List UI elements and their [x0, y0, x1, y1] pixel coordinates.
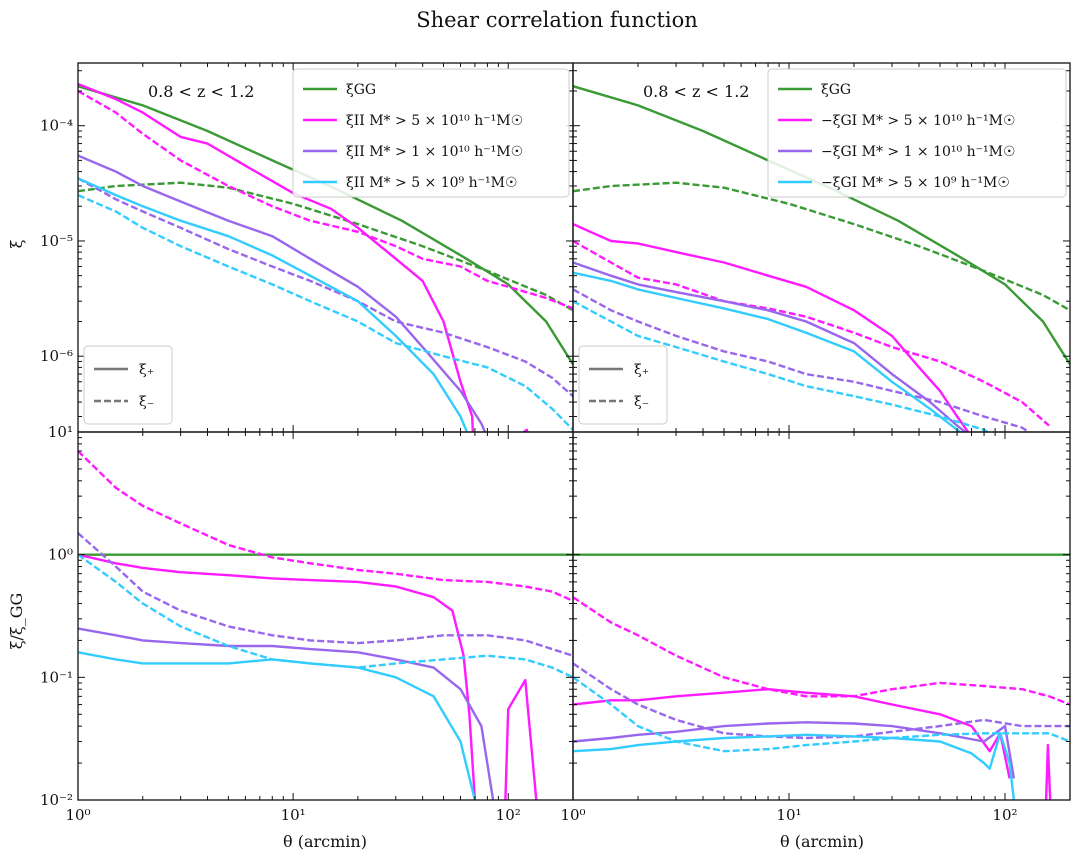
series-line--ii-m-5e10-dashed: [78, 450, 573, 602]
y-tick-label: 10⁻⁴: [40, 117, 73, 135]
legend-label: −ξGI M* > 5 × 10⁹ h⁻¹M☉: [821, 175, 1010, 191]
series-line--ii-m-5e10-solid: [78, 82, 475, 432]
series-line--gi-m-1e10-solid: [573, 721, 1016, 779]
legend-label-solid: ξ₊: [634, 362, 649, 378]
panel-bottom-right: 10⁰ 10¹ 10²: [560, 431, 1071, 824]
series-line--gi-m-5e10-dashed: [573, 239, 1050, 427]
x-tick-label: 10¹: [281, 806, 306, 824]
series-line--ii-m-5e9-dashed: [78, 193, 573, 431]
series-line--ii-m-5e9-solid: [78, 651, 477, 800]
series-line--ii-m-5e9-solid: [78, 177, 469, 432]
series-line--gg-solid: [573, 85, 1070, 365]
series-line--gg-solid: [78, 85, 573, 365]
redshift-annotation-left: 0.8 < z < 1.2: [148, 82, 254, 101]
series-line--ii-m-1e10-solid: [78, 154, 487, 432]
series-group: [573, 85, 1070, 432]
x-tick-label: 10²: [992, 806, 1017, 824]
series-line--gi-m-5e10-spike--solid: [1044, 743, 1052, 800]
series-line--gi-m-1e10-dashed: [573, 288, 1031, 432]
legend-label-solid: ξ₊: [139, 362, 154, 378]
figure-title: Shear correlation function: [416, 8, 698, 32]
series-group: [573, 553, 1070, 800]
panel-frame: [572, 431, 1071, 801]
legend-box: [767, 68, 1067, 198]
series-line--ii-m-5e10-solid: [78, 553, 477, 800]
legend-label-dashed: ξ₋: [634, 394, 649, 410]
linestyle-legend-box: [83, 345, 173, 425]
x-tick-label: 10¹: [776, 806, 801, 824]
series-group: [78, 450, 573, 800]
y-axis-label-top: ξ: [7, 239, 26, 248]
legend-label: ξGG: [821, 82, 851, 98]
legend: ξGG ξII M* > 5 × 10¹⁰ h⁻¹M☉ ξII M* > 1 × 1…: [292, 68, 570, 198]
y-tick-label: 10⁻⁵: [40, 232, 73, 250]
x-tick-label: 10²: [496, 806, 521, 824]
legend-label: −ξGI M* > 5 × 10¹⁰ h⁻¹M☉: [821, 113, 1016, 129]
x-axis-label-left: θ (arcmin): [283, 832, 367, 851]
panel-top-right: ξGG −ξGI M* > 5 × 10¹⁰ h⁻¹M☉ −ξGI M* > 1 ×…: [572, 62, 1071, 433]
legend-label: −ξGI M* > 1 × 10¹⁰ h⁻¹M☉: [821, 144, 1016, 160]
series-line--ii-m-1e10-dashed: [78, 532, 573, 657]
redshift-annotation-right: 0.8 < z < 1.2: [643, 82, 749, 101]
linestyle-legend-box: [578, 345, 668, 425]
panel-bottom-left: 10⁻² 10⁻¹ 10⁰ 10¹ 10⁰ 10¹ 10²: [40, 423, 574, 824]
legend-label: ξII M* > 1 × 10¹⁰ h⁻¹M☉: [346, 144, 523, 160]
linestyle-legend: ξ₊ ξ₋: [578, 345, 668, 425]
series-line--gi-m-5e10-dashed: [573, 596, 1070, 706]
legend-box: [292, 68, 570, 198]
series-line--gi-m-1e10-dashed: [573, 662, 1070, 740]
legend-label: ξII M* > 5 × 10⁹ h⁻¹M☉: [346, 175, 518, 191]
x-tick-label: 10⁰: [560, 806, 585, 824]
y-tick-label: 10⁻²: [40, 791, 73, 809]
x-axis-label-right: θ (arcmin): [780, 832, 864, 851]
series-line--ii-m-5e9-dashed: [78, 553, 573, 679]
legend-label: ξGG: [346, 82, 376, 98]
series-line--gi-m-5e9-dashed: [573, 300, 991, 432]
series-group: [78, 82, 573, 432]
y-tick-label: 10⁻⁶: [40, 347, 73, 365]
legend-label-dashed: ξ₋: [139, 394, 154, 410]
series-line--gi-m-5e9-solid: [573, 271, 963, 432]
y-axis-label-bottom: ξ/ξ_GG: [7, 593, 26, 650]
series-line--gg-dashed: [573, 181, 1070, 312]
y-tick-label: 10⁰: [48, 546, 73, 564]
series-line--gi-m-5e9-dashed: [573, 676, 1070, 753]
legend: ξGG −ξGI M* > 5 × 10¹⁰ h⁻¹M☉ −ξGI M* > 1 ×…: [767, 68, 1067, 198]
series-line--gg-dashed: [78, 181, 573, 312]
series-line--gi-m-1e10-solid: [573, 261, 968, 432]
panel-top-left: 10⁻⁶ 10⁻⁵ 10⁻⁴ ξGG ξII M* > 5 × 10¹⁰ h⁻¹M☉ ξI…: [40, 62, 574, 433]
series-line--gi-m-5e10-solid: [573, 688, 1011, 779]
panels: 10⁻⁶ 10⁻⁵ 10⁻⁴ ξGG ξII M* > 5 × 10¹⁰ h⁻¹M☉ ξI…: [40, 62, 1071, 824]
series-line--ii-m-1e10-solid: [78, 627, 495, 800]
legend-label: ξII M* > 5 × 10¹⁰ h⁻¹M☉: [346, 113, 523, 129]
linestyle-legend: ξ₊ ξ₋: [83, 345, 173, 425]
panel-frame: [77, 431, 574, 801]
series-line--gi-m-5e10-solid: [573, 223, 970, 432]
series-line--ii-m-5e10-dashed: [78, 89, 573, 310]
series-line--gi-m-5e9-solid: [573, 732, 1016, 800]
y-tick-label: 10¹: [48, 423, 73, 441]
x-tick-label: 10⁰: [65, 806, 90, 824]
y-tick-label: 10⁻¹: [40, 668, 73, 686]
series-line--ii-m-1e10-dashed: [78, 177, 573, 398]
series-line--ii-m-5e10-tail--solid: [504, 678, 538, 800]
